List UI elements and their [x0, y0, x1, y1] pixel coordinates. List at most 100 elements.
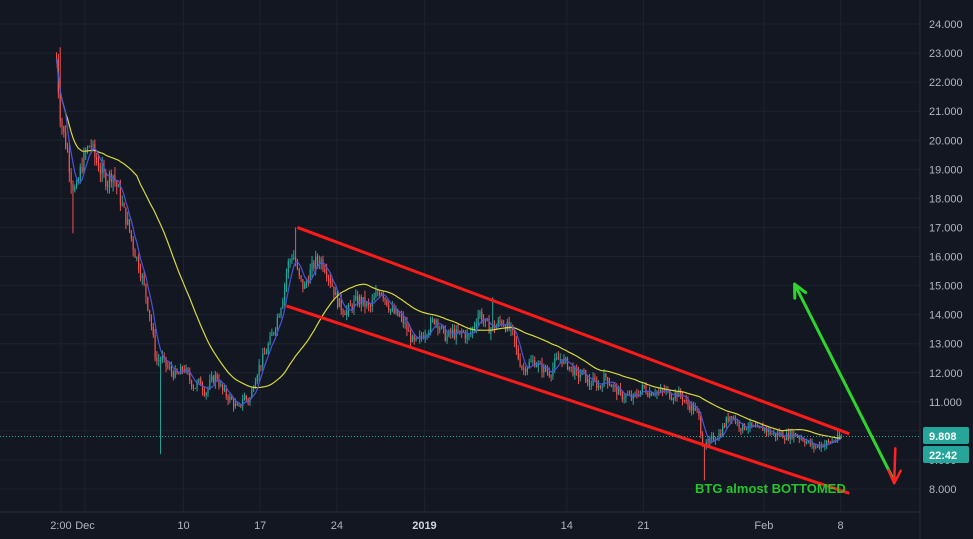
candle-body	[399, 315, 401, 317]
candle-body	[200, 378, 202, 386]
candle-body	[428, 331, 430, 335]
candle-body	[232, 399, 235, 407]
candle-body	[802, 438, 804, 441]
candle-body	[59, 92, 61, 121]
price-badge-label: 9.808	[929, 431, 957, 443]
y-tick-label: 15.000	[929, 281, 963, 293]
green-up-arrow[interactable]	[793, 282, 895, 481]
candle-body	[545, 365, 547, 371]
candle-body	[774, 433, 777, 438]
candle-body	[503, 324, 505, 326]
candle-body	[441, 326, 443, 329]
candle-body	[172, 372, 174, 378]
candle-body	[806, 441, 808, 444]
red-down-arrow[interactable]	[887, 447, 902, 485]
candle-body	[473, 326, 476, 328]
candle-body	[712, 435, 715, 441]
candle-body	[397, 309, 399, 316]
candle-body	[178, 373, 180, 375]
candle-body	[557, 357, 560, 360]
candle-body	[453, 329, 455, 338]
candle-body	[809, 440, 811, 446]
candle-body	[694, 407, 696, 411]
candle-body	[771, 433, 773, 435]
price-badge-bg	[923, 427, 969, 444]
candle-body	[767, 429, 769, 432]
channel-lower-line[interactable]	[286, 304, 850, 495]
candle-body	[223, 388, 226, 391]
candle-body	[734, 417, 737, 423]
candle-body	[196, 382, 198, 389]
y-tick-label: 8.000	[929, 484, 957, 496]
candle-body	[298, 268, 300, 276]
candle-body	[260, 365, 262, 367]
price-axis[interactable]: 24.000 23.000 22.000 21.000 20.000 19.000 18.0…	[929, 19, 963, 496]
countdown-label: 22:42	[929, 450, 957, 462]
candle-body	[599, 385, 601, 388]
time-axis[interactable]: 2:00 Dec 10 17 24 2019 14 21 Feb 8	[50, 520, 843, 532]
x-tick-label: 21	[637, 520, 649, 532]
candle-body	[158, 360, 160, 362]
candle-body	[384, 298, 386, 300]
candle-body	[300, 275, 302, 280]
candle-body	[289, 260, 291, 262]
candle-body	[700, 416, 702, 435]
candle-body	[689, 405, 691, 411]
candle-body	[645, 387, 647, 394]
candle-body	[227, 396, 229, 401]
candle-body	[85, 151, 87, 153]
candle-body	[639, 390, 642, 396]
x-tick-label: 2:00	[50, 520, 71, 532]
candle-body	[643, 385, 645, 388]
candle-body	[555, 357, 558, 359]
candle-body	[322, 259, 324, 269]
candle-body	[457, 329, 459, 333]
candle-body	[559, 359, 561, 361]
candle-body	[811, 443, 813, 446]
candle-body	[769, 429, 771, 435]
candle-body	[650, 392, 653, 396]
candle-body	[718, 433, 720, 439]
candle-body	[220, 384, 222, 386]
candle-body	[276, 317, 278, 330]
candle-body	[302, 279, 304, 289]
candle-body	[150, 316, 153, 327]
candle-body	[295, 257, 297, 265]
candle-body	[101, 166, 103, 174]
candle-body	[451, 329, 454, 334]
candle-body	[455, 329, 457, 338]
moving-average-fast-line	[55, 59, 842, 448]
candle-body	[265, 352, 268, 355]
candle-body	[76, 183, 78, 188]
candle-body	[66, 147, 69, 151]
y-tick-label: 21.000	[929, 106, 963, 118]
candle-body	[278, 315, 280, 318]
candle-body	[274, 329, 277, 333]
candle-body	[501, 321, 503, 325]
candle-body	[366, 302, 368, 307]
candle-body	[99, 170, 101, 174]
candle-body	[656, 391, 658, 394]
candle-body	[672, 398, 674, 400]
y-tick-label: 12.000	[929, 368, 963, 380]
candle-body	[685, 400, 687, 402]
candle-body	[570, 366, 572, 368]
channel-upper-line[interactable]	[296, 226, 850, 436]
candle-body	[481, 311, 483, 321]
candle-body	[745, 428, 747, 430]
candle-body	[342, 310, 344, 314]
candle-body	[532, 360, 534, 362]
candle-body	[733, 417, 735, 419]
candle-body	[461, 330, 463, 332]
candle-body	[519, 358, 521, 367]
candle-body	[114, 175, 116, 182]
candle-body	[324, 268, 326, 272]
y-tick-label: 20.000	[929, 135, 963, 147]
candle-body	[756, 426, 758, 428]
candle-body	[190, 380, 193, 387]
candle-body	[68, 150, 70, 173]
candle-body	[749, 422, 751, 428]
x-tick-label: Dec	[75, 520, 95, 532]
